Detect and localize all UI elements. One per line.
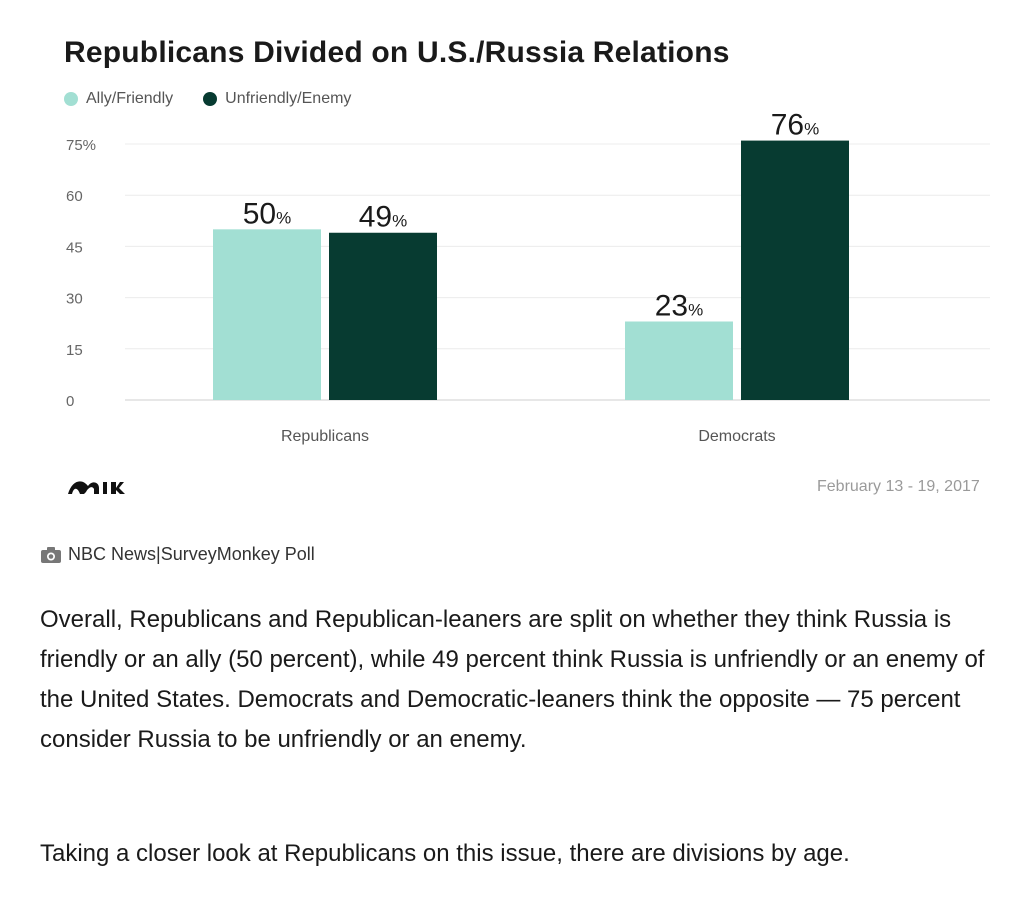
camera-icon — [41, 546, 61, 563]
data-labels: 50% 49% 23% 76% — [243, 110, 820, 322]
data-label: 76% — [771, 110, 820, 142]
data-label: 50% — [243, 197, 292, 230]
date-note: February 13 - 19, 2017 — [817, 478, 980, 495]
y-tick-label: 45 — [66, 239, 83, 256]
legend-label-enemy: Unfriendly/Enemy — [225, 90, 352, 107]
legend: Ally/Friendly Unfriendly/Enemy — [64, 90, 351, 108]
bar-chart: 0 15 30 45 60 75% 50% 49% 23% 76% Republicans Dem… — [66, 110, 990, 445]
image-caption: NBC News|SurveyMonkey Poll — [40, 544, 315, 565]
data-label: 23% — [655, 289, 704, 322]
bars — [213, 140, 849, 400]
y-tick-label: 30 — [66, 291, 83, 308]
x-tick-label: Democrats — [698, 428, 775, 445]
bar-republicans-1 — [329, 232, 437, 400]
bar-democrats-0 — [625, 321, 733, 400]
legend-item-ally: Ally/Friendly — [64, 90, 173, 108]
nbc-peacock-icon — [68, 481, 125, 494]
legend-item-enemy: Unfriendly/Enemy — [203, 90, 351, 108]
y-tick-label: 0 — [66, 393, 74, 410]
x-axis: Republicans Democrats — [281, 428, 776, 445]
data-label: 49% — [359, 201, 408, 234]
legend-swatch-ally — [64, 92, 78, 106]
article-paragraph-1: Overall, Republicans and Republican-lean… — [40, 606, 985, 753]
x-tick-label: Republicans — [281, 428, 369, 445]
y-tick-label: 75% — [66, 137, 96, 154]
legend-label-ally: Ally/Friendly — [86, 90, 174, 107]
article-paragraph-2: Taking a closer look at Republicans on t… — [40, 840, 850, 867]
bar-democrats-1 — [741, 140, 849, 400]
legend-swatch-enemy — [203, 92, 218, 106]
y-tick-label: 15 — [66, 342, 83, 359]
caption-text: NBC News|SurveyMonkey Poll — [68, 544, 315, 564]
y-axis: 0 15 30 45 60 75% — [66, 137, 96, 410]
bar-republicans-0 — [213, 229, 321, 400]
y-tick-label: 60 — [66, 188, 83, 205]
chart-title: Republicans Divided on U.S./Russia Relat… — [64, 36, 730, 69]
